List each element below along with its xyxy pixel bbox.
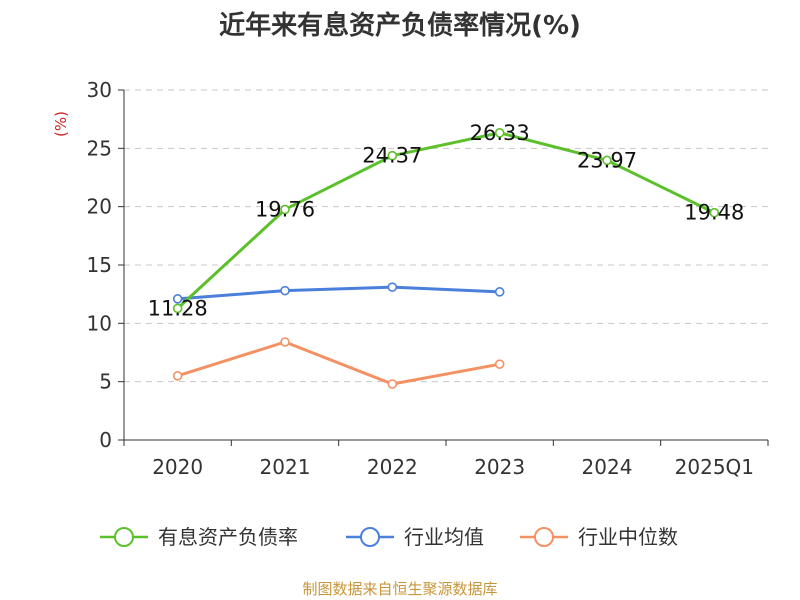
source-note: 制图数据来自恒生聚源数据库 — [302, 580, 497, 598]
series-line — [176, 131, 715, 310]
series-行业均值 — [172, 282, 505, 304]
data-labels: 11.28 19.76 24.37 26.33 23.97 19.48 — [148, 121, 745, 321]
y-tick-label: 20 — [87, 195, 112, 219]
series-有息资产负债率 — [172, 128, 720, 314]
legend-item[interactable]: 行业中位数 — [520, 525, 678, 549]
data-label: 11.28 — [148, 296, 208, 320]
x-tick-label: 2021 — [260, 455, 311, 479]
y-tick-label: 10 — [87, 311, 112, 335]
legend-marker — [114, 527, 134, 547]
series-line — [177, 340, 500, 386]
data-point[interactable] — [387, 379, 398, 389]
data-point[interactable] — [709, 207, 720, 218]
data-point[interactable] — [172, 303, 183, 314]
legend-item[interactable]: 有息资产负债率 — [100, 525, 298, 549]
data-label: 19.76 — [255, 197, 315, 221]
x-tick-label: 2024 — [582, 455, 633, 479]
data-label: 26.33 — [470, 121, 530, 145]
legend-label: 有息资产负债率 — [158, 525, 298, 549]
chart-title: 近年来有息资产负债率情况(%) — [219, 10, 581, 41]
data-point[interactable] — [387, 150, 398, 161]
grid — [124, 89, 768, 383]
data-point[interactable] — [494, 359, 505, 369]
data-point[interactable] — [280, 204, 290, 215]
x-tick-label: 2023 — [474, 455, 525, 479]
y-tick-label: 5 — [99, 370, 112, 394]
data-label: 23.97 — [577, 148, 637, 172]
y-tick-label: 30 — [87, 78, 112, 102]
series-line — [177, 285, 500, 301]
y-axis-label: (%) — [52, 111, 70, 137]
legend[interactable]: 有息资产负债率 行业均值 行业中位数 — [100, 525, 678, 549]
x-tick-label: 2022 — [367, 455, 418, 479]
data-point[interactable] — [494, 128, 505, 138]
data-point[interactable] — [387, 282, 398, 292]
data-point[interactable] — [172, 371, 183, 381]
x-tick-label: 2020 — [152, 455, 203, 479]
data-point[interactable] — [172, 294, 183, 304]
data-point[interactable] — [602, 155, 612, 166]
legend-label: 行业均值 — [404, 525, 484, 549]
x-tick-label: 2025Q1 — [675, 455, 754, 479]
y-tick-label: 25 — [87, 136, 112, 160]
y-tick-label: 15 — [87, 253, 112, 277]
series-layer — [172, 128, 720, 389]
series-行业中位数 — [172, 337, 505, 389]
legend-marker — [534, 527, 554, 547]
legend-label: 行业中位数 — [578, 525, 678, 549]
data-point[interactable] — [494, 287, 505, 297]
data-label: 19.48 — [684, 201, 744, 225]
data-label: 24.37 — [362, 144, 422, 168]
data-point[interactable] — [280, 337, 290, 347]
axes: 0 5 10 15 20 25 30 2020 2021 2022 2023 2024 2025Q1 — [87, 78, 769, 479]
legend-marker — [360, 527, 380, 547]
data-point[interactable] — [280, 285, 290, 296]
legend-item[interactable]: 行业均值 — [346, 525, 484, 549]
y-tick-label: 0 — [99, 428, 112, 452]
